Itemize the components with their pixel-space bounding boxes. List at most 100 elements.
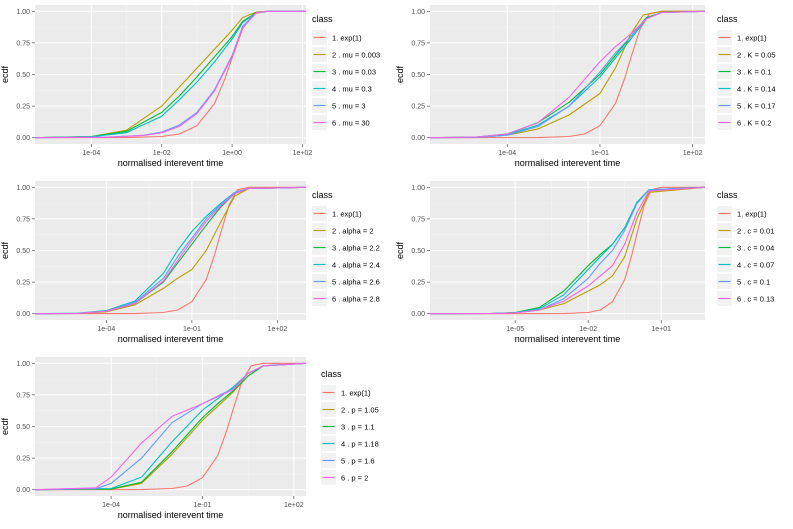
x-tick-label: 1e+00 (222, 150, 242, 157)
y-tick-label: 0.50 (16, 424, 30, 431)
legend-label-4: 4 . K = 0.14 (737, 85, 776, 94)
y-tick-label: 0.00 (411, 135, 425, 142)
legend-label-3: 3 . mu = 0.03 (332, 68, 376, 77)
x-tick-label: 1e+02 (683, 150, 703, 157)
y-tick-label: 1.00 (411, 9, 425, 16)
series-line-6 (34, 362, 307, 491)
x-axis-title: normalised interevent time (515, 158, 621, 168)
legend-label-5: 5 . c = 0.1 (737, 278, 770, 287)
y-axis-title: ecdf (395, 65, 405, 83)
chart-panel-1: 0.00 0.25 0.50 0.75 1.00 1e-04 1e-02 1e+00 1e+02… (0, 5, 380, 168)
legend-label-6: 6 . mu = 30 (332, 119, 370, 128)
y-axis-title: ecdf (395, 241, 405, 259)
legend-title: class (717, 14, 738, 24)
legend-title: class (312, 190, 333, 200)
series-line-3 (34, 362, 307, 491)
y-tick-label: 0.50 (411, 248, 425, 255)
y-tick-label: 1.00 (16, 9, 30, 16)
legend-label-5: 5 . mu = 3 (332, 102, 366, 111)
y-tick-label: 1.00 (16, 361, 30, 368)
y-tick-label: 1.00 (411, 185, 425, 192)
y-tick-label: 0.25 (16, 456, 30, 463)
legend: class 1. exp(1) 2 . K = 0.05 3 . K = 0.1 4 .… (717, 14, 776, 130)
legend-label-4: 4 . c = 0.07 (737, 261, 774, 270)
y-tick-label: 1.00 (16, 185, 30, 192)
y-tick-label: 0.00 (16, 487, 30, 494)
series-line-6 (429, 10, 706, 139)
y-tick-label: 0.25 (16, 280, 30, 287)
legend-label-4: 4 . p = 1.18 (341, 440, 379, 449)
y-tick-label: 0.00 (16, 135, 30, 142)
legend-label-5: 5 . K = 0.17 (737, 102, 776, 111)
x-tick-label: 1e-01 (183, 326, 201, 333)
y-axis-title: ecdf (0, 417, 10, 435)
y-tick-label: 0.75 (411, 40, 425, 47)
x-axis-title: normalised interevent time (118, 158, 224, 168)
legend-label-1: 1. exp(1) (341, 389, 371, 398)
series-line-6 (34, 10, 306, 139)
chart-panel-4: 0.00 0.25 0.50 0.75 1.00 1e-05 1e-02 1e+01 norma… (395, 181, 774, 344)
series-line-6 (429, 186, 706, 315)
legend-title: class (312, 14, 333, 24)
legend: class 1. exp(1) 2 . c = 0.01 3 . c = 0.04 4 … (717, 190, 774, 306)
x-tick-label: 1e-04 (97, 326, 115, 333)
y-tick-label: 0.25 (411, 104, 425, 111)
legend-label-6: 6 . K = 0.2 (737, 119, 771, 128)
x-tick-label: 1e+01 (651, 326, 671, 333)
x-tick-label: 1e-01 (194, 502, 212, 509)
x-tick-label: 1e-02 (579, 326, 597, 333)
chart-panel-3: 0.00 0.25 0.50 0.75 1.00 1e-04 1e-01 1e+02 norma… (0, 181, 380, 344)
x-axis-title: normalised interevent time (118, 510, 224, 520)
x-tick-label: 1e+02 (268, 326, 288, 333)
y-tick-label: 0.75 (16, 392, 30, 399)
series-line-1 (34, 186, 306, 315)
y-axis-title: ecdf (0, 241, 10, 259)
y-tick-label: 0.00 (411, 311, 425, 318)
y-tick-label: 0.75 (411, 216, 425, 223)
legend-label-1: 1. exp(1) (332, 210, 362, 219)
y-axis-title: ecdf (0, 65, 10, 83)
legend: class 1. exp(1) 2 . alpha = 2 3 . alpha = 2… (312, 190, 380, 306)
legend: class 1. exp(1) 2 . p = 1.05 3 . p = 1.1 4 .… (321, 369, 379, 485)
legend-label-2: 2 . c = 0.01 (737, 227, 774, 236)
legend-label-2: 2 . alpha = 2 (332, 227, 374, 236)
y-tick-label: 0.00 (16, 311, 30, 318)
y-tick-label: 0.50 (16, 248, 30, 255)
x-tick-label: 1e-05 (506, 326, 524, 333)
legend-label-3: 3 . p = 1.1 (341, 423, 375, 432)
x-tick-label: 1e-02 (153, 150, 171, 157)
x-tick-label: 1e-01 (591, 150, 609, 157)
legend-title: class (717, 190, 738, 200)
legend-label-2: 2 . K = 0.05 (737, 51, 776, 60)
x-tick-label: 1e-04 (498, 150, 516, 157)
legend-label-6: 6 . c = 0.13 (737, 295, 774, 304)
legend-label-6: 6 . alpha = 2.8 (332, 295, 380, 304)
legend-label-3: 3 . K = 0.1 (737, 68, 771, 77)
y-tick-label: 0.75 (16, 216, 30, 223)
x-tick-label: 1e+02 (284, 502, 304, 509)
legend-title: class (321, 369, 342, 379)
x-axis-title: normalised interevent time (515, 334, 621, 344)
legend-label-5: 5 . p = 1.6 (341, 457, 375, 466)
y-tick-label: 0.25 (411, 280, 425, 287)
legend-label-6: 6 . p = 2 (341, 474, 368, 483)
series-line-1 (34, 362, 306, 491)
legend-label-2: 2 . mu = 0.003 (332, 51, 380, 60)
legend-label-5: 5 . alpha = 2.6 (332, 278, 380, 287)
legend-label-1: 1. exp(1) (332, 34, 362, 43)
legend-label-4: 4 . alpha = 2.4 (332, 261, 380, 270)
y-tick-label: 0.25 (16, 104, 30, 111)
legend-label-1: 1. exp(1) (737, 210, 767, 219)
legend-label-3: 3 . c = 0.04 (737, 244, 774, 253)
x-axis-title: normalised interevent time (118, 334, 224, 344)
y-tick-label: 0.50 (411, 72, 425, 79)
series-line-6 (34, 186, 307, 315)
y-tick-label: 0.50 (16, 72, 30, 79)
y-tick-label: 0.75 (16, 40, 30, 47)
legend: class 1. exp(1) 2 . mu = 0.003 3 . mu = 0.0… (312, 14, 380, 130)
x-tick-label: 1e+02 (293, 150, 313, 157)
chart-panel-5: 0.00 0.25 0.50 0.75 1.00 1e-04 1e-01 1e+02 norma… (0, 357, 379, 520)
legend-label-1: 1. exp(1) (737, 34, 767, 43)
legend-label-4: 4 . mu = 0.3 (332, 85, 372, 94)
